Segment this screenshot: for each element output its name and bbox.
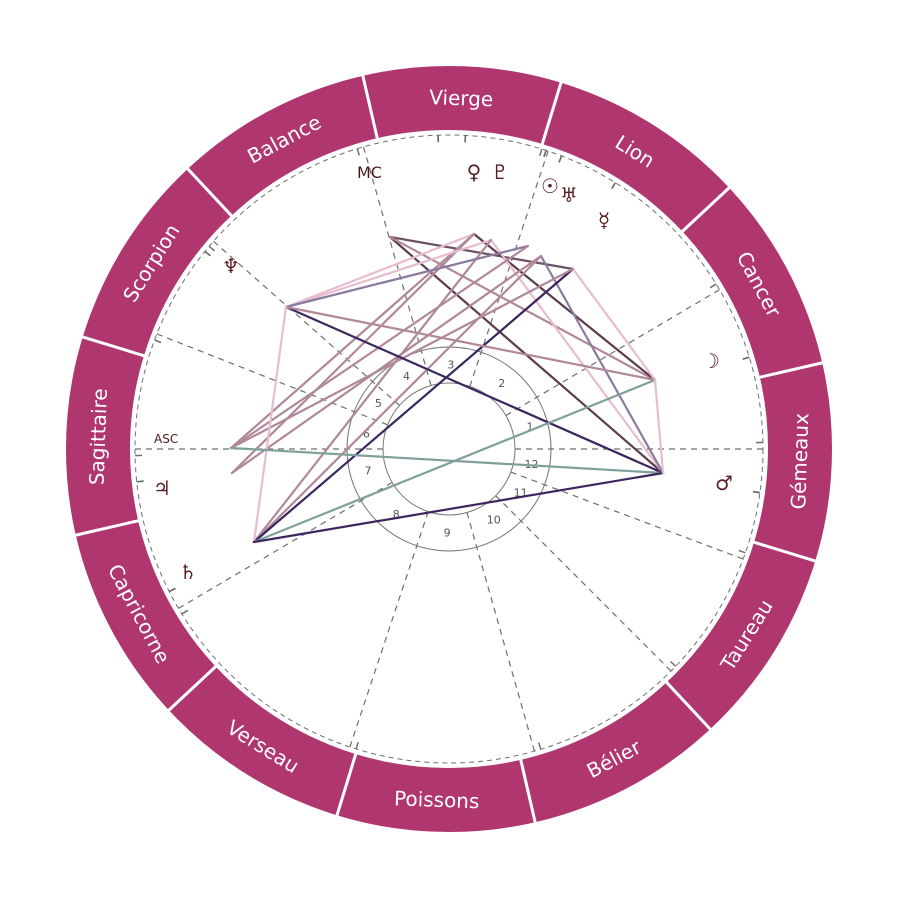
aspect-line xyxy=(252,378,657,544)
mercury-icon: ☿ xyxy=(598,208,610,232)
house-cusp-line xyxy=(362,146,432,386)
house-cusp-line xyxy=(213,240,400,406)
sign-divider xyxy=(752,540,817,563)
aspect-line xyxy=(388,235,657,382)
sign-label: Sagittaire xyxy=(85,388,112,486)
house-number: 5 xyxy=(375,397,382,410)
sun-icon: ☉ xyxy=(541,174,559,198)
cusp-tick xyxy=(670,660,677,667)
mars-icon: ♂ xyxy=(715,471,733,495)
house-number: 7 xyxy=(364,465,371,478)
planet-tick xyxy=(204,250,211,257)
aspect-line xyxy=(284,305,665,475)
sign-label: Vierge xyxy=(429,85,494,111)
aspect-line xyxy=(489,238,665,475)
planet-tick xyxy=(742,356,750,361)
house-number: 6 xyxy=(363,428,370,441)
house-cusp-line xyxy=(505,289,720,417)
house-cusp-line xyxy=(178,481,393,609)
sign-divider xyxy=(540,81,563,146)
aspect-line xyxy=(252,238,493,544)
house-inner-circle xyxy=(382,382,516,516)
house-number: 1 xyxy=(527,420,534,433)
cusp-tick xyxy=(539,148,543,156)
angle-labels: ASC MC xyxy=(154,163,382,446)
sign-divider xyxy=(680,186,731,234)
aspect-line xyxy=(284,244,530,309)
cusp-tick xyxy=(208,245,215,252)
aspect-line xyxy=(284,238,493,309)
cusp-tick xyxy=(709,283,717,289)
aspect-line xyxy=(284,305,657,382)
sign-divider xyxy=(519,758,537,824)
planet-tick xyxy=(136,480,144,483)
house-cusp-line xyxy=(469,150,549,387)
house-cusp-line xyxy=(495,495,672,672)
aspect-line xyxy=(539,254,665,475)
planet-tick xyxy=(168,587,176,593)
uranus-icon: ♅ xyxy=(560,183,578,207)
sign-divider xyxy=(74,519,140,537)
house-number: 2 xyxy=(498,377,505,390)
mc-label: MC xyxy=(357,163,382,182)
house-cusps xyxy=(135,146,763,752)
house-number: 10 xyxy=(487,514,501,527)
house-number: 3 xyxy=(447,359,454,372)
sign-divider xyxy=(335,752,358,817)
aspect-line xyxy=(571,267,657,382)
house-number: 4 xyxy=(403,370,410,383)
ring-band xyxy=(66,66,832,832)
venus-icon: ♀ xyxy=(467,160,482,184)
house-number: 9 xyxy=(444,526,451,539)
cusp-tick xyxy=(181,609,189,615)
aspect-line xyxy=(252,254,543,544)
house-cusp-line xyxy=(466,512,536,752)
sign-divider xyxy=(81,335,146,358)
pluto-icon: ♇ xyxy=(491,160,509,184)
house-number: 8 xyxy=(393,508,400,521)
aspect-line xyxy=(252,305,288,544)
sign-divider xyxy=(758,361,824,379)
sign-divider xyxy=(361,74,379,140)
aspect-line xyxy=(229,446,665,475)
sign-label: Poissons xyxy=(394,786,480,813)
sign-label: Gémeaux xyxy=(786,413,813,510)
aspect-lines xyxy=(229,232,665,544)
aspect-line xyxy=(252,471,665,544)
sign-divider xyxy=(186,167,234,218)
aspect-line xyxy=(230,232,476,475)
cusp-tick xyxy=(154,339,162,344)
moon-icon: ☽ xyxy=(702,349,720,373)
planet-tick xyxy=(558,155,563,163)
sign-divider xyxy=(167,664,218,712)
aspect-line xyxy=(653,378,665,475)
planet-ticks xyxy=(136,135,761,593)
cusp-tick xyxy=(356,148,360,156)
zodiac-ring: SagittaireScorpionBalanceViergeLionCance… xyxy=(66,66,832,832)
jupiter-icon: ♃ xyxy=(153,476,171,500)
planet-tick xyxy=(543,150,547,158)
saturn-icon: ♄ xyxy=(179,560,197,584)
cusp-tick xyxy=(738,549,746,554)
neptune-icon: ♆ xyxy=(222,254,240,278)
house-cusp-line xyxy=(510,471,744,560)
house-cusp-line xyxy=(349,511,429,748)
planet-glyphs: ♀ ♇ ☉ ♅ ☿ ♆ ☽ ♂ ♃ ♄ xyxy=(153,160,733,584)
sign-divider xyxy=(664,680,712,731)
planet-tick xyxy=(611,182,617,190)
asc-label: ASC xyxy=(154,432,178,446)
aspect-line xyxy=(230,254,543,475)
aspect-line xyxy=(252,267,575,544)
planet-tick xyxy=(752,490,761,494)
house-cusp-line xyxy=(156,333,388,426)
cusp-tick xyxy=(538,742,542,750)
cusp-tick xyxy=(355,742,359,750)
aspect-line xyxy=(284,232,476,309)
